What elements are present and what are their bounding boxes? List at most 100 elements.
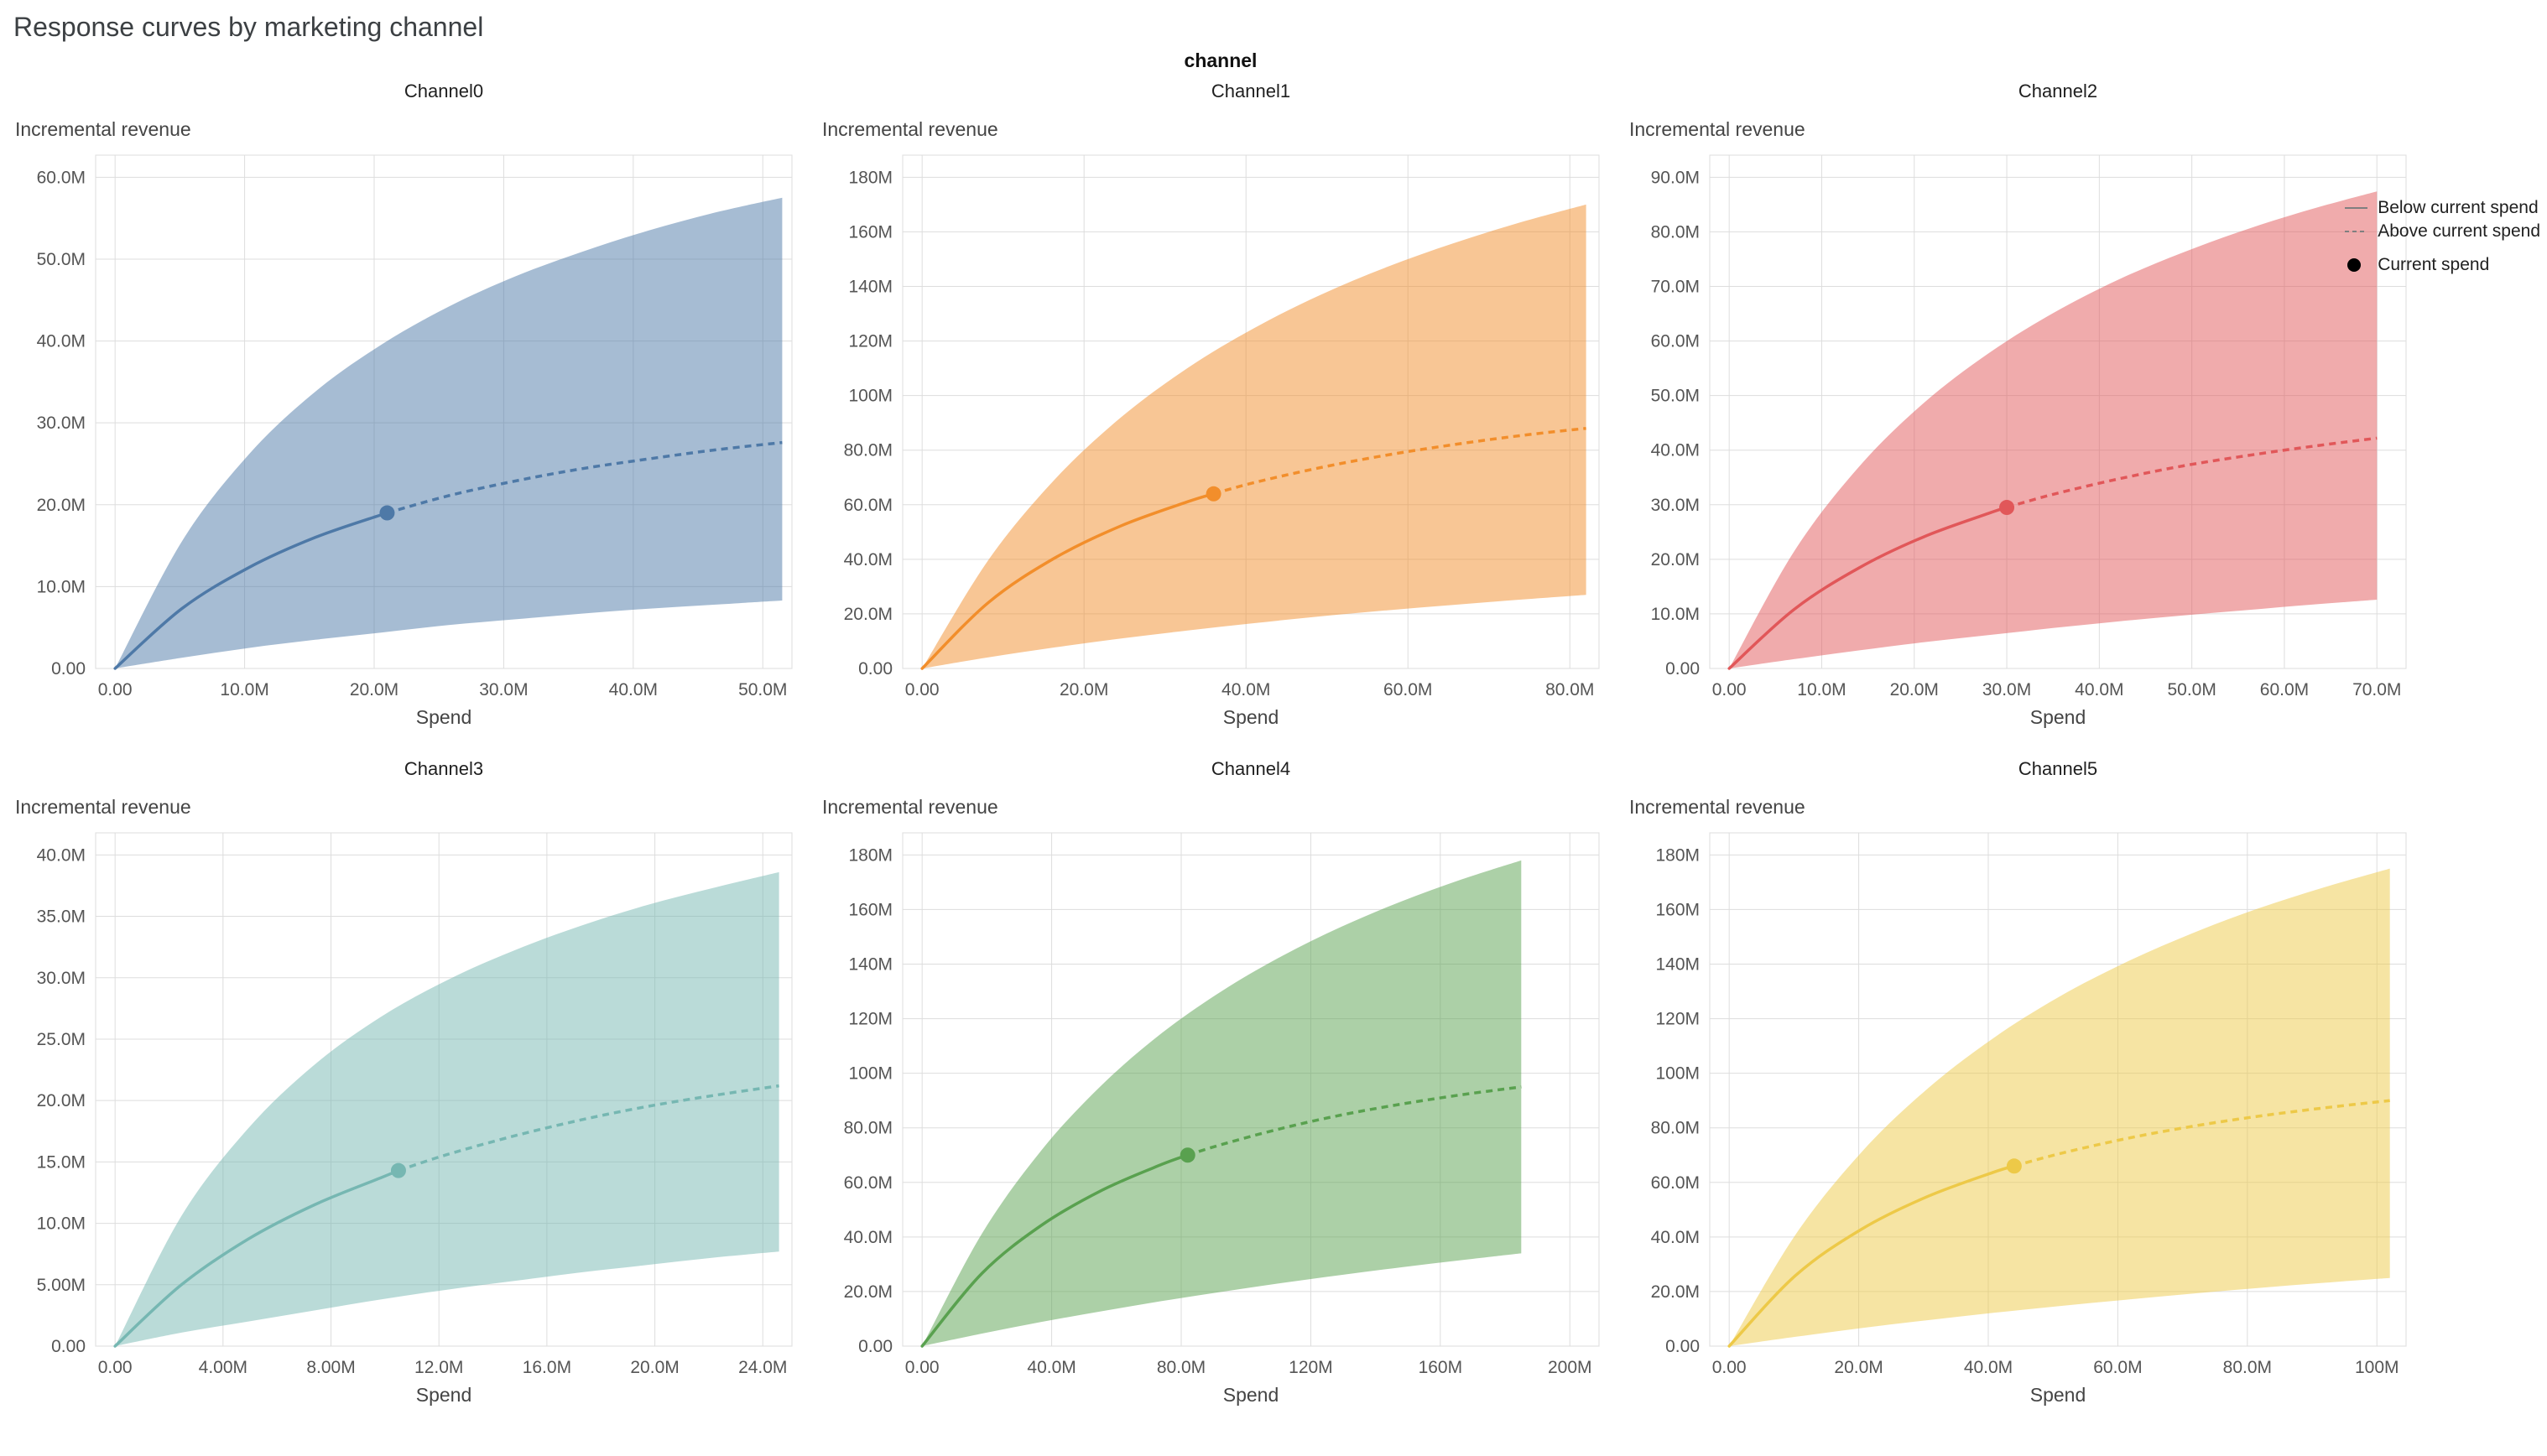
x-tick-label: 0.00 (98, 680, 133, 699)
y-tick-label: 10.0M (1651, 605, 1700, 624)
y-tick-label: 20.0M (37, 1091, 86, 1110)
mean-line-above-current-spend (386, 440, 783, 515)
confidence-band (922, 204, 1586, 668)
chart-channel5: Channel5 Incremental revenue 0.00 20.0M 40.0… (1626, 753, 2433, 1431)
y-tick-label: 15.0M (37, 1152, 86, 1172)
y-tick-label: 50.0M (37, 250, 86, 269)
y-tick-label: 20.0M (1651, 1282, 1700, 1302)
x-tick-label: 40.0M (1964, 1358, 2013, 1377)
current-spend-point (1999, 500, 2015, 516)
x-axis-title: Spend (1223, 1384, 1279, 1406)
y-tick-label: 0.00 (1665, 1337, 1700, 1356)
mean-line-above-current-spend (2013, 1099, 2390, 1167)
x-tick-label: 40.0M (2075, 680, 2123, 699)
chart-title: Channel3 (404, 758, 483, 779)
mean-line-below-current-spend (1727, 1164, 2016, 1348)
x-tick-label: 120M (1289, 1358, 1333, 1377)
mean-line-above-current-spend (398, 1084, 779, 1173)
x-tick-label: 0.00 (905, 1358, 940, 1377)
confidence-band (1729, 191, 2378, 669)
chart-title: Channel4 (1211, 758, 1290, 779)
current-spend-point (2006, 1158, 2022, 1174)
y-axis-title: Incremental revenue (15, 796, 191, 818)
y-tick-label: 50.0M (1651, 387, 1700, 406)
x-tick-label: 0.00 (1712, 680, 1747, 699)
x-tick-label: 24.0M (738, 1358, 787, 1377)
y-tick-label: 20.0M (844, 605, 893, 624)
chart-title: Channel1 (1211, 81, 1290, 101)
y-axis-title: Incremental revenue (822, 796, 998, 818)
x-axis-title: Spend (416, 1384, 472, 1406)
x-tick-label: 70.0M (2352, 680, 2401, 699)
y-tick-label: 40.0M (844, 1228, 893, 1247)
plot-border (1709, 154, 2407, 669)
y-tick-label: 80.0M (1651, 1119, 1700, 1138)
y-tick-label: 180M (848, 845, 893, 865)
x-tick-label: 10.0M (220, 680, 268, 699)
y-tick-label: 120M (848, 332, 893, 351)
mean-line-below-current-spend (113, 1168, 400, 1348)
x-tick-label: 50.0M (2167, 680, 2216, 699)
x-tick-label: 20.0M (1834, 1358, 1883, 1377)
mean-line-above-current-spend (1187, 1085, 1522, 1157)
x-tick-label: 0.00 (905, 680, 940, 699)
y-tick-label: 60.0M (844, 1173, 893, 1193)
x-tick-label: 40.0M (609, 680, 658, 699)
legend-label: Below current spend (2378, 198, 2539, 217)
mean-line-above-current-spend (2006, 436, 2378, 509)
solid-line-icon (2344, 204, 2373, 212)
x-tick-label: 12.0M (414, 1358, 463, 1377)
y-tick-label: 70.0M (1651, 277, 1700, 296)
current-spend-point (379, 505, 395, 521)
chart-title: Channel5 (2018, 758, 2097, 779)
y-tick-label: 180M (848, 168, 893, 187)
x-tick-label: 40.0M (1027, 1358, 1076, 1377)
legend-item-above-current-spend: Above current spend (2344, 220, 2540, 243)
current-spend-point (390, 1162, 406, 1178)
chart-channel2: Channel2 Incremental revenue 0.00 10.0M 20.0… (1626, 75, 2433, 753)
legend-item-below-current-spend: Below current spend (2344, 196, 2540, 220)
confidence-band (115, 871, 779, 1346)
plot-border (902, 154, 1600, 669)
chart-channel3: Channel3 Incremental revenue 0.00 5.00M 10.0… (12, 753, 819, 1431)
y-tick-label: 160M (1655, 900, 1700, 919)
confidence-band (1729, 868, 2390, 1346)
y-axis-title: Incremental revenue (15, 118, 191, 140)
x-tick-label: 8.00M (306, 1358, 355, 1377)
x-tick-label: 40.0M (1221, 680, 1270, 699)
y-tick-label: 30.0M (1651, 496, 1700, 515)
x-tick-label: 160M (1419, 1358, 1463, 1377)
x-tick-label: 20.0M (1060, 680, 1108, 699)
y-axis-title: Incremental revenue (1629, 118, 1805, 140)
y-tick-label: 80.0M (1651, 222, 1700, 242)
x-tick-label: 60.0M (2260, 680, 2309, 699)
y-tick-label: 40.0M (1651, 1228, 1700, 1247)
x-axis-title: Spend (2030, 706, 2086, 728)
legend-label: Above current spend (2378, 221, 2540, 241)
y-tick-label: 5.00M (37, 1276, 86, 1295)
x-axis-title: Spend (2030, 1384, 2086, 1406)
y-tick-label: 140M (848, 954, 893, 974)
chart-channel0: Channel0 Incremental revenue 0.00 10.0M 20.0… (12, 75, 819, 753)
y-tick-label: 100M (848, 1064, 893, 1084)
x-tick-label: 20.0M (1890, 680, 1939, 699)
y-axis-title: Incremental revenue (1629, 796, 1805, 818)
dot-icon (2344, 257, 2373, 273)
mean-line-below-current-spend (1727, 506, 2008, 670)
x-tick-label: 0.00 (1712, 1358, 1747, 1377)
y-tick-label: 100M (848, 387, 893, 406)
y-tick-label: 40.0M (37, 845, 86, 865)
dashed-line-icon (2344, 227, 2373, 236)
y-tick-label: 20.0M (844, 1282, 893, 1302)
x-tick-label: 30.0M (1982, 680, 2031, 699)
x-tick-label: 60.0M (2093, 1358, 2142, 1377)
plot-border (95, 154, 793, 669)
y-tick-label: 120M (1655, 1010, 1700, 1029)
x-tick-label: 20.0M (630, 1358, 679, 1377)
legend-label: Current spend (2378, 255, 2490, 274)
charts-grid: Channel0 Incremental revenue 0.00 10.0M 20.0… (12, 75, 2547, 1431)
x-tick-label: 80.0M (1157, 1358, 1206, 1377)
y-tick-label: 20.0M (1651, 550, 1700, 569)
current-spend-point (1206, 486, 1221, 502)
confidence-band (922, 860, 1522, 1346)
